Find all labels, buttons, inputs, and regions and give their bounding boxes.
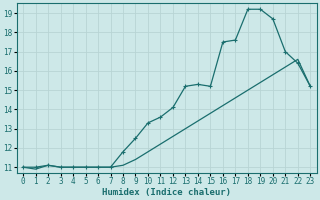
X-axis label: Humidex (Indice chaleur): Humidex (Indice chaleur) xyxy=(102,188,231,197)
